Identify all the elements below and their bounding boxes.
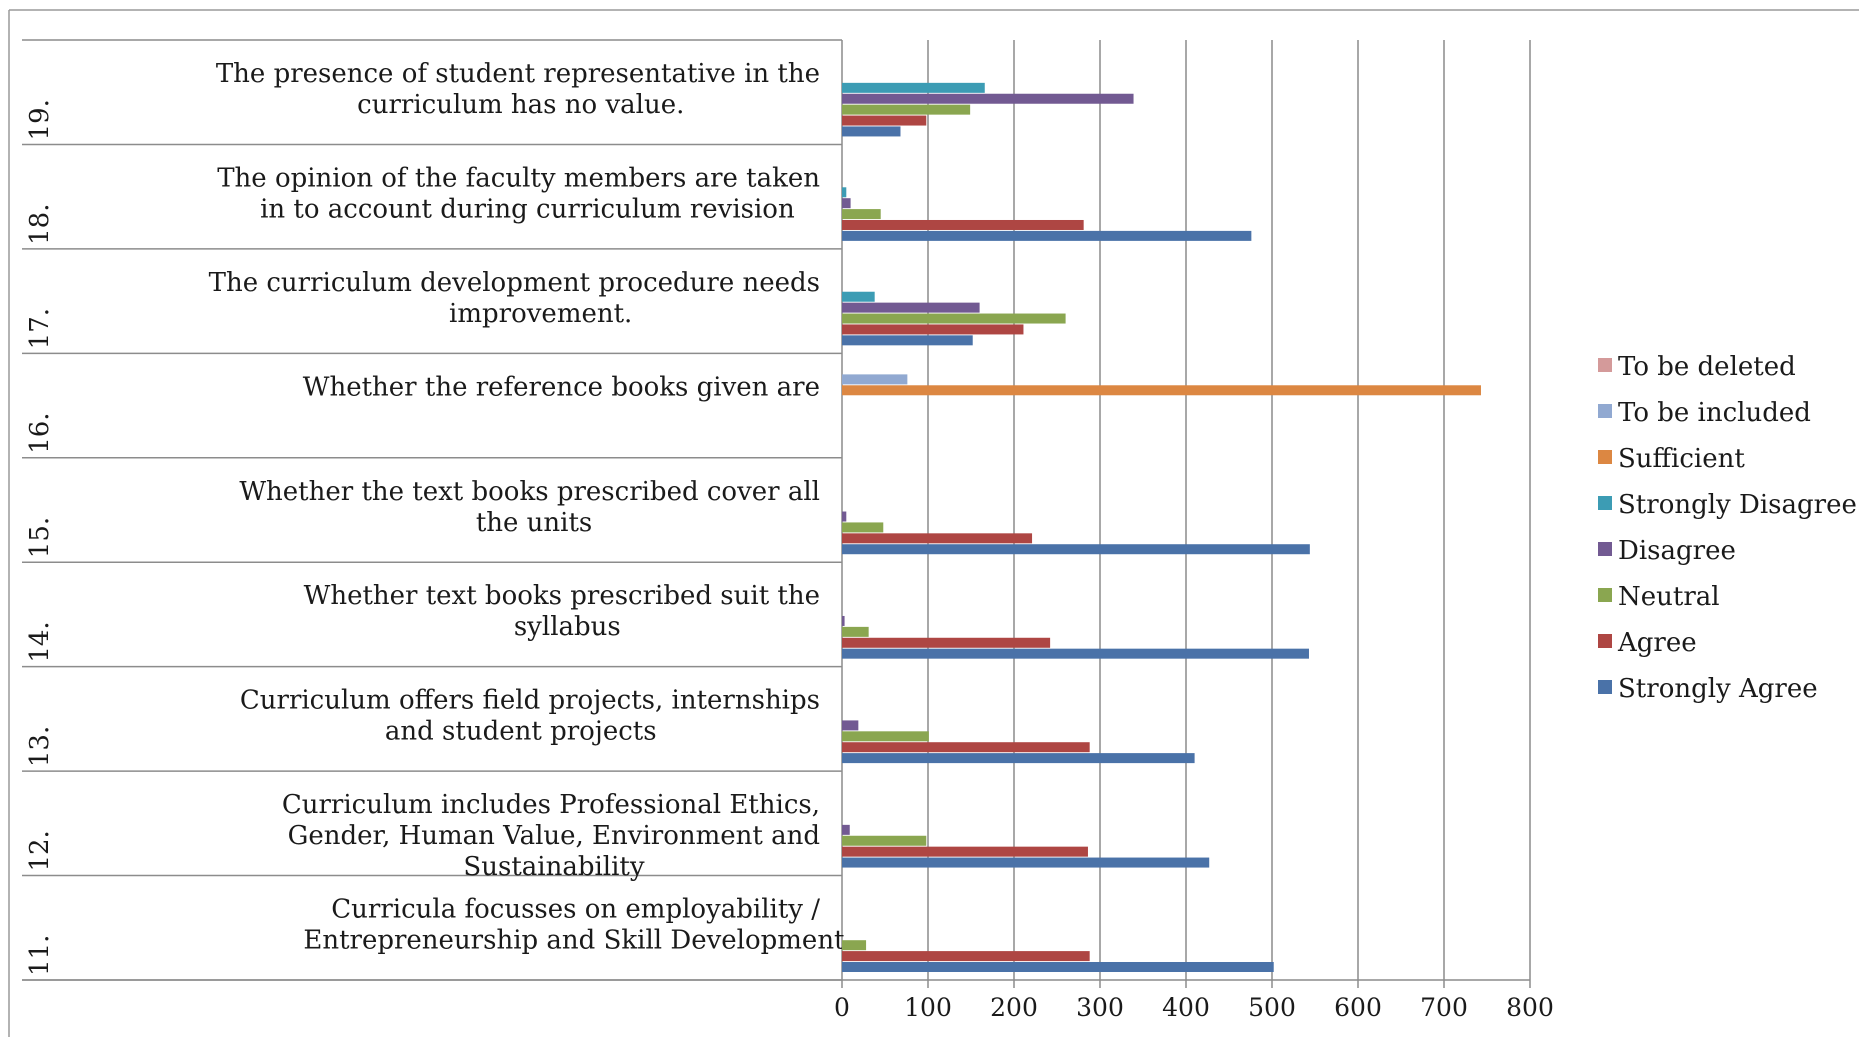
category-label: in to account during curriculum revision (260, 194, 795, 224)
category-number-label: 11. (25, 935, 55, 976)
x-tick-label: 700 (1420, 993, 1468, 1022)
bar-neutral (842, 313, 1066, 324)
legend-label: Disagree (1618, 536, 1736, 566)
category-label: Curricula focusses on employability / (331, 895, 820, 925)
x-tick-label: 100 (904, 993, 952, 1022)
category-label: and student projects (385, 717, 657, 747)
legend-label: Agree (1617, 628, 1697, 658)
bar-agree (842, 324, 1024, 335)
category-label: The presence of student representative i… (216, 59, 820, 89)
legend-swatch (1598, 542, 1612, 556)
bar-strongly-agree (842, 648, 1309, 659)
bar-disagree (842, 93, 1134, 104)
bar-neutral (842, 731, 929, 742)
bar-neutral (842, 940, 867, 951)
category-label: Curriculum offers field projects, intern… (240, 686, 820, 716)
bar-strongly-agree (842, 544, 1310, 555)
bar-agree (842, 115, 927, 126)
bar-neutral (842, 835, 927, 846)
category-number-label: 12. (25, 830, 55, 871)
bar-strongly-agree (842, 962, 1274, 972)
legend-label: Sufficient (1618, 444, 1745, 474)
category-label: Gender, Human Value, Environment and (288, 821, 820, 851)
x-tick-label: 400 (1162, 993, 1210, 1022)
category-label: Entrepreneurship and Skill Development (303, 926, 845, 956)
legend-swatch (1598, 358, 1612, 372)
bar-disagree (842, 824, 850, 835)
bar-agree (842, 637, 1051, 648)
bar-neutral (842, 104, 971, 115)
bar-neutral (842, 626, 869, 637)
bar-strongly-agree (842, 126, 901, 137)
x-tick-label: 500 (1248, 993, 1296, 1022)
legend-label: To be included (1618, 398, 1811, 428)
category-number-label: 14. (25, 621, 55, 662)
category-number-label: 18. (25, 204, 55, 245)
x-tick-label: 300 (1076, 993, 1124, 1022)
bar-sufficient (842, 385, 1481, 396)
x-tick-label: 0 (834, 993, 850, 1022)
category-number-label: 19. (25, 99, 55, 140)
x-tick-label: 600 (1334, 993, 1382, 1022)
bar-strongly-agree (842, 857, 1210, 868)
bar-agree (842, 533, 1033, 544)
category-label: Whether text books prescribed suit the (304, 581, 820, 611)
category-number-label: 15. (25, 517, 55, 558)
x-tick-label: 200 (990, 993, 1038, 1022)
legend-swatch (1598, 588, 1612, 602)
bar-strongly-agree (842, 230, 1252, 241)
bar-strongly-disagree (842, 187, 847, 198)
legend-swatch (1598, 450, 1612, 464)
bar-to-be-included (842, 374, 908, 385)
bar-strongly-agree (842, 335, 973, 346)
bar-neutral (842, 522, 884, 533)
category-label: Curriculum includes Professional Ethics, (282, 790, 820, 820)
category-number-label: 13. (25, 726, 55, 767)
x-tick-label: 800 (1506, 993, 1554, 1022)
bar-neutral (842, 209, 881, 220)
legend-label: Strongly Agree (1618, 674, 1818, 704)
category-label: Whether the reference books given are (303, 372, 820, 402)
category-label: syllabus (514, 612, 621, 642)
bar-disagree (842, 302, 980, 313)
category-number-label: 17. (25, 308, 55, 349)
legend-swatch (1598, 404, 1612, 418)
legend-swatch (1598, 634, 1612, 648)
category-label: The curriculum development procedure nee… (209, 268, 820, 298)
bar-disagree (842, 720, 859, 731)
category-label: Whether the text books prescribed cover … (239, 477, 820, 507)
bar-strongly-agree (842, 753, 1195, 764)
legend-swatch (1598, 496, 1612, 510)
bar-strongly-disagree (842, 82, 985, 93)
legend-label: Strongly Disagree (1618, 490, 1857, 520)
category-label: the units (476, 508, 592, 538)
bar-disagree (842, 615, 845, 626)
bar-agree (842, 219, 1084, 230)
legend-swatch (1598, 680, 1612, 694)
category-label: curriculum has no value. (357, 90, 684, 120)
category-number-label: 16. (25, 412, 55, 453)
legend-label: To be deleted (1618, 352, 1796, 382)
bar-strongly-disagree (842, 291, 875, 302)
category-label: The opinion of the faculty members are t… (217, 163, 820, 193)
bar-agree (842, 742, 1090, 753)
bar-disagree (842, 511, 847, 522)
legend-label: Neutral (1618, 582, 1720, 612)
bar-disagree (842, 198, 851, 209)
category-label: improvement. (449, 299, 632, 329)
category-label: Sustainability (463, 852, 644, 882)
bar-agree (842, 951, 1090, 962)
bar-agree (842, 846, 1088, 857)
